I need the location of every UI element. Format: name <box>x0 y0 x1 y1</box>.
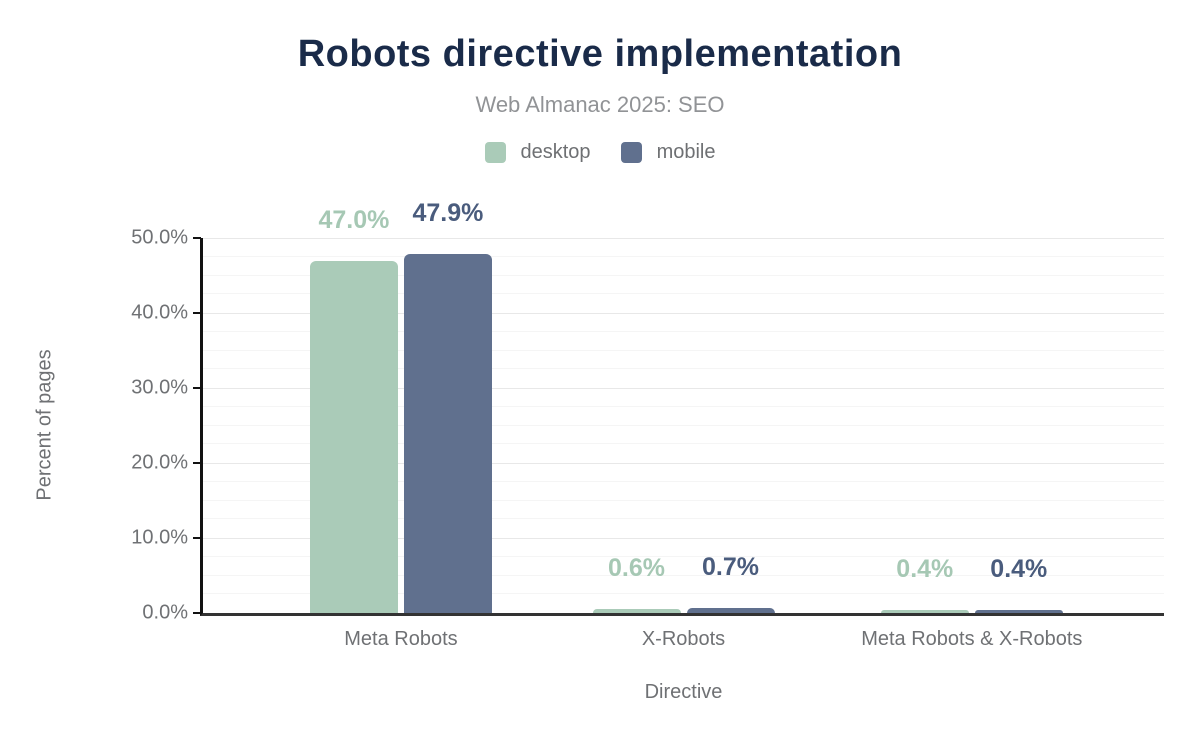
bar-mobile-meta-robots-x-robots[interactable] <box>974 610 1063 613</box>
major-gridline <box>203 388 1164 389</box>
minor-gridline <box>203 405 1164 407</box>
y-tick-label: 50.0% <box>131 226 188 249</box>
major-gridline <box>203 313 1164 314</box>
y-tick-label: 30.0% <box>131 376 188 399</box>
y-tick-mark <box>193 237 201 239</box>
y-tick-mark <box>193 537 201 539</box>
y-tick-label: 10.0% <box>131 526 188 549</box>
y-tick-label: 0.0% <box>142 601 188 624</box>
legend-item-desktop[interactable]: desktop <box>484 141 591 164</box>
minor-gridline <box>203 443 1164 445</box>
value-label-mobile-x-robots: 0.7% <box>702 552 759 581</box>
legend-label-desktop: desktop <box>520 141 591 163</box>
bar-mobile-x-robots[interactable] <box>686 607 775 613</box>
legend-item-mobile[interactable]: mobile <box>620 141 716 164</box>
chart-title: Robots directive implementation <box>297 33 903 75</box>
minor-gridline <box>203 255 1164 257</box>
minor-gridline <box>203 593 1164 595</box>
bar-desktop-meta-robots-x-robots[interactable] <box>880 610 969 613</box>
value-label-mobile-meta-robots-x-robots: 0.4% <box>990 555 1048 583</box>
bar-desktop-x-robots[interactable] <box>592 608 681 613</box>
minor-gridline <box>203 293 1164 295</box>
y-tick-mark <box>193 612 201 614</box>
minor-gridline <box>203 518 1164 520</box>
y-tick-mark <box>193 387 201 389</box>
major-gridline <box>203 238 1164 239</box>
y-axis-title: Percent of pages <box>33 349 56 501</box>
x-category-label-meta-robots-x-robots: Meta Robots & X-Robots <box>861 628 1083 650</box>
legend-label-mobile: mobile <box>656 141 716 163</box>
bar-mobile-meta-robots[interactable] <box>403 253 492 613</box>
minor-gridline <box>203 368 1164 370</box>
minor-gridline <box>203 349 1164 351</box>
major-gridline <box>203 538 1164 539</box>
y-tick-mark <box>193 462 201 464</box>
minor-gridline <box>203 499 1164 501</box>
x-category-label-meta-robots: Meta Robots <box>344 628 458 650</box>
value-label-desktop-meta-robots: 47.0% <box>318 205 390 234</box>
minor-gridline <box>203 574 1164 576</box>
chart-subtitle: Web Almanac 2025: SEO <box>475 92 725 117</box>
minor-gridline <box>203 480 1164 482</box>
legend-swatch-mobile <box>620 142 642 163</box>
x-axis-title: Directive <box>644 681 723 703</box>
value-label-desktop-x-robots: 0.6% <box>608 553 665 582</box>
plot-area: Directive 0.0% 10.0% 20.0% 30.0% 40.0% 50.0% M… <box>131 199 1164 703</box>
legend: desktop mobile <box>0 141 1200 164</box>
minor-gridline <box>203 274 1164 276</box>
major-gridline <box>203 463 1164 464</box>
value-label-desktop-meta-robots-x-robots: 0.4% <box>896 555 954 583</box>
y-tick-mark <box>193 312 201 314</box>
value-label-mobile-meta-robots: 47.9% <box>412 198 484 227</box>
minor-gridline <box>203 424 1164 426</box>
y-tick-label: 40.0% <box>131 301 188 324</box>
y-tick-label: 20.0% <box>131 451 188 474</box>
legend-swatch-desktop <box>484 142 506 163</box>
bar-desktop-meta-robots[interactable] <box>309 260 398 613</box>
minor-gridline <box>203 555 1164 557</box>
minor-gridline <box>203 330 1164 332</box>
x-category-label-x-robots: X-Robots <box>641 628 726 650</box>
